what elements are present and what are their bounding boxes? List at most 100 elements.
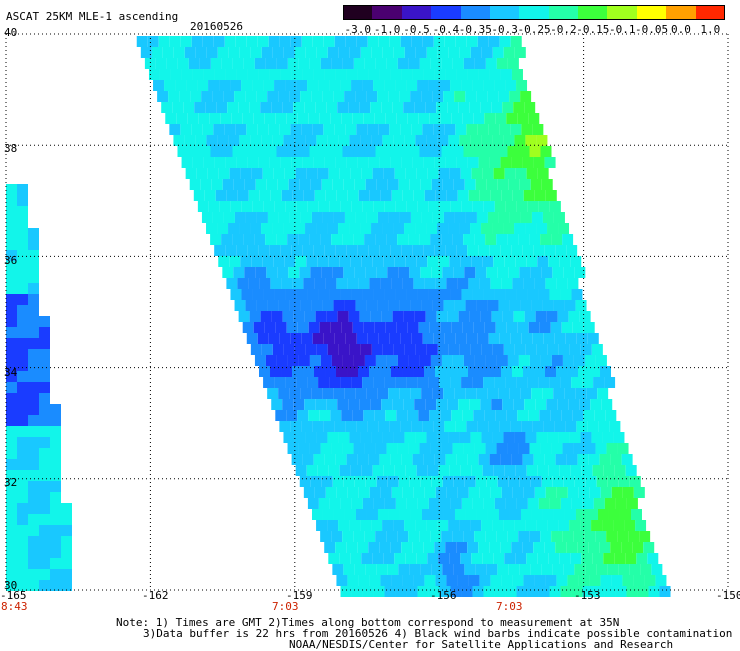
swath-cell <box>316 223 328 234</box>
swath-cell <box>17 448 28 459</box>
swath-cell <box>426 47 438 58</box>
swath-cell <box>206 223 218 234</box>
swath-cell <box>50 525 61 536</box>
swath-cell <box>523 278 535 289</box>
swath-cell <box>415 520 427 531</box>
swath-cell <box>511 542 523 553</box>
swath-cell <box>431 179 443 190</box>
swath-cell <box>406 498 418 509</box>
swath-cell <box>606 443 618 454</box>
swath-cell <box>413 366 425 377</box>
swath-cell <box>427 553 439 564</box>
swath-cell <box>632 542 644 553</box>
swath-cell <box>338 135 350 146</box>
swath-cell <box>431 267 443 278</box>
swath-cell <box>426 223 438 234</box>
swath-cell <box>526 553 538 564</box>
swath-cell <box>6 239 17 250</box>
swath-cell <box>474 58 486 69</box>
colorbar-label: -0.35 <box>458 23 492 36</box>
swath-cell <box>170 69 182 80</box>
swath-cell <box>542 388 554 399</box>
swath-cell <box>531 509 543 520</box>
swath-cell <box>50 437 61 448</box>
swath-cell <box>279 36 291 47</box>
swath-cell <box>553 388 565 399</box>
swath-cell <box>312 421 324 432</box>
swath-cell <box>172 102 184 113</box>
swath-cell <box>282 102 294 113</box>
swath-cell <box>615 498 627 509</box>
swath-cell <box>443 300 455 311</box>
swath-cell <box>489 157 501 168</box>
swath-cell <box>435 487 447 498</box>
swath-cell <box>28 294 39 305</box>
swath-cell <box>533 245 545 256</box>
swath-cell <box>359 102 371 113</box>
swath-cell <box>320 234 332 245</box>
swath-cell <box>409 476 421 487</box>
swath-cell <box>339 256 351 267</box>
swath-cell <box>461 289 473 300</box>
swath-cell <box>391 190 403 201</box>
swath-cell <box>50 558 61 569</box>
swath-cell <box>192 69 204 80</box>
swath-cell <box>330 322 342 333</box>
swath-cell <box>237 278 249 289</box>
swath-cell <box>282 311 294 322</box>
swath-cell <box>364 531 376 542</box>
swath-cell <box>415 344 427 355</box>
swath-cell <box>317 168 329 179</box>
swath-cell <box>629 476 641 487</box>
swath-cell <box>17 437 28 448</box>
swath-cell <box>353 355 365 366</box>
swath-cell <box>6 459 17 470</box>
swath-cell <box>501 366 513 377</box>
colorbar-swatch <box>460 5 491 20</box>
swath-cell <box>249 102 261 113</box>
swath-cell <box>202 36 214 47</box>
swath-cell <box>418 113 430 124</box>
swath-cell <box>636 553 648 564</box>
swath-cell <box>534 278 546 289</box>
swath-cell <box>28 360 39 371</box>
swath-cell <box>536 520 548 531</box>
swath-cell <box>228 135 240 146</box>
swath-cell <box>281 278 293 289</box>
swath-cell <box>486 267 498 278</box>
swath-cell <box>285 80 297 91</box>
swath-cell <box>318 498 330 509</box>
swath-cell <box>28 514 39 525</box>
swath-cell <box>409 564 421 575</box>
swath-cell <box>233 179 245 190</box>
swath-cell <box>298 146 310 157</box>
swath-cell <box>251 168 263 179</box>
swath-cell <box>227 102 239 113</box>
swath-cell <box>320 531 332 542</box>
swath-cell <box>463 58 475 69</box>
swath-cell <box>378 421 390 432</box>
swath-cell <box>287 443 299 454</box>
swath-cell <box>356 36 368 47</box>
swath-cell <box>482 465 494 476</box>
swath-cell <box>349 344 361 355</box>
swath-cell <box>648 586 660 597</box>
swath-cell <box>368 245 380 256</box>
lat-label-36: 36 <box>4 254 18 267</box>
swath-cell <box>50 448 61 459</box>
swath-cell <box>304 311 316 322</box>
swath-cell <box>589 487 601 498</box>
swath-cell <box>328 168 340 179</box>
swath-cell <box>454 300 466 311</box>
swath-cell <box>424 575 436 586</box>
swath-cell <box>549 289 561 300</box>
swath-cell <box>519 476 531 487</box>
swath-cell <box>357 157 369 168</box>
swath-cell <box>39 514 50 525</box>
swath-cell <box>361 553 373 564</box>
swath-cell <box>439 289 451 300</box>
swath-cell <box>309 355 321 366</box>
swath-cell <box>611 487 623 498</box>
swath-cell <box>222 267 234 278</box>
swath-cell <box>287 234 299 245</box>
